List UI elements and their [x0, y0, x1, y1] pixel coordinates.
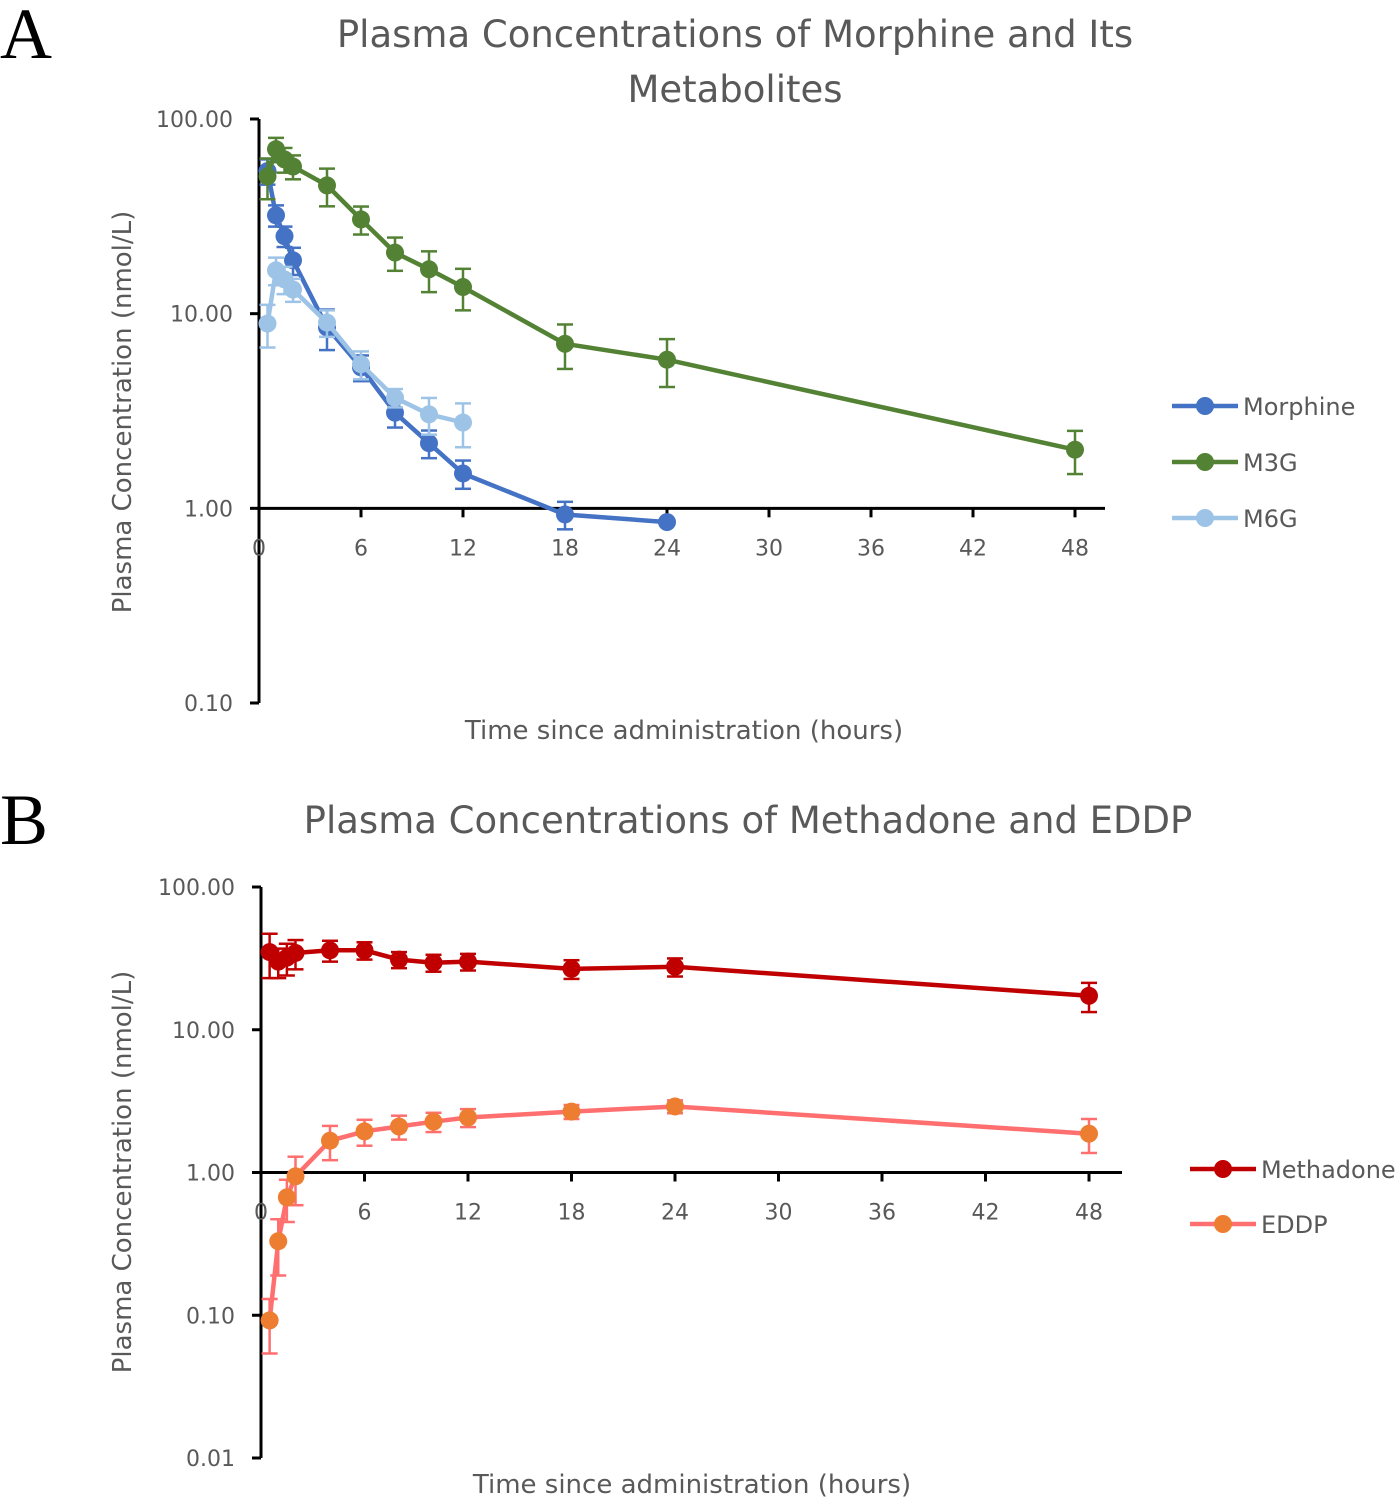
data-point: [424, 953, 443, 972]
series-m6g: [258, 256, 472, 449]
data-point: [318, 176, 336, 195]
data-point: [556, 334, 574, 353]
x-tick-label: 24: [653, 536, 681, 561]
y-tick-label: 1.00: [184, 497, 233, 522]
data-point: [459, 1108, 477, 1127]
x-tick-label: 24: [661, 1201, 689, 1226]
data-point: [420, 405, 438, 424]
x-tick-label: 0: [254, 1201, 268, 1226]
data-point: [352, 210, 370, 229]
data-point: [321, 941, 339, 960]
legend-label: Morphine: [1243, 393, 1355, 421]
x-tick-label: 48: [1061, 536, 1089, 561]
data-point: [562, 1102, 581, 1121]
data-point: [454, 413, 472, 432]
x-tick-label: 42: [959, 536, 987, 561]
data-point: [424, 1112, 443, 1131]
legend-label: Methadone: [1261, 1156, 1396, 1184]
x-tick-label: 36: [868, 1201, 896, 1226]
data-point: [284, 251, 302, 270]
y-tick-label: 1.00: [186, 1162, 235, 1187]
x-tick-label: 12: [454, 1201, 482, 1226]
x-tick-label: 30: [765, 1201, 793, 1226]
y-tick-label: 0.10: [184, 692, 233, 717]
data-point: [459, 952, 477, 971]
x-tick-label: 42: [972, 1201, 1000, 1226]
data-point: [562, 959, 581, 978]
data-point: [321, 1131, 339, 1150]
x-tick-label: 48: [1075, 1201, 1103, 1226]
legend-label: M3G: [1243, 449, 1298, 477]
legend-label: EDDP: [1261, 1211, 1328, 1239]
x-tick-label: 18: [558, 1201, 586, 1226]
x-tick-label: 12: [449, 536, 477, 561]
data-point: [390, 950, 408, 969]
data-point: [420, 434, 438, 453]
y-tick-label: 10.00: [172, 1019, 235, 1044]
data-point: [284, 280, 302, 299]
legend-label: M6G: [1243, 505, 1298, 533]
data-point: [390, 1117, 408, 1136]
data-point: [258, 314, 277, 333]
data-point: [286, 943, 305, 962]
panel-b-methadone-chart: B Plasma Concentrations of Methadone and…: [0, 780, 1396, 1500]
data-point: [355, 941, 374, 960]
legend-marker: [1214, 1215, 1232, 1233]
panel-label: B: [0, 780, 48, 860]
data-point: [269, 1232, 288, 1251]
data-point: [556, 505, 574, 524]
data-point: [1066, 440, 1084, 459]
legend-marker: [1196, 453, 1214, 471]
y-tick-label: 100.00: [158, 876, 235, 901]
y-axis-label: Plasma Concentration (nmol/L): [108, 971, 138, 1374]
data-point: [275, 227, 294, 246]
data-point: [284, 157, 302, 176]
x-tick-label: 36: [857, 536, 885, 561]
series-methadone: [260, 932, 1098, 1014]
data-point: [386, 388, 404, 407]
legend-marker: [1196, 509, 1214, 527]
x-axis-label: Time since administration (hours): [464, 716, 903, 746]
data-point: [286, 1167, 305, 1186]
chart-title: Plasma Concentrations of Methadone and E…: [304, 799, 1193, 842]
legend-marker: [1196, 397, 1214, 415]
series-m3g: [258, 136, 1084, 476]
panel-label: A: [0, 0, 52, 74]
data-point: [420, 260, 438, 279]
panel-a-morphine-chart: A Plasma Concentrations of Morphine and …: [0, 0, 1355, 746]
x-tick-label: 30: [755, 536, 783, 561]
y-axis-label: Plasma Concentration (nmol/L): [108, 211, 138, 614]
y-tick-label: 10.00: [170, 303, 233, 328]
legend-marker: [1214, 1160, 1232, 1178]
chart-title-line-1: Plasma Concentrations of Morphine and It…: [337, 13, 1133, 56]
data-point: [267, 206, 285, 225]
data-point: [386, 243, 404, 262]
x-tick-label: 6: [354, 536, 368, 561]
data-point: [277, 1188, 296, 1207]
data-point: [355, 1122, 374, 1141]
data-point: [666, 1097, 684, 1116]
x-tick-label: 6: [358, 1201, 372, 1226]
data-point: [260, 1311, 279, 1330]
data-point: [258, 167, 277, 186]
y-tick-label: 0.10: [186, 1304, 235, 1329]
data-point: [318, 313, 336, 332]
y-tick-label: 100.00: [156, 108, 233, 133]
data-point: [454, 464, 472, 483]
x-tick-label: 18: [551, 536, 579, 561]
series-morphine: [258, 158, 676, 532]
data-point: [1080, 986, 1098, 1005]
chart-title-line-2: Metabolites: [627, 68, 842, 111]
data-point: [666, 957, 684, 976]
data-point: [454, 278, 472, 297]
data-point: [658, 513, 676, 532]
x-axis-label: Time since administration (hours): [472, 1470, 911, 1500]
series-eddp: [260, 1097, 1098, 1355]
data-point: [352, 355, 370, 374]
x-tick-label: 0: [252, 536, 266, 561]
y-tick-label: 0.01: [186, 1447, 235, 1472]
data-point: [658, 350, 676, 369]
data-point: [1080, 1124, 1098, 1143]
